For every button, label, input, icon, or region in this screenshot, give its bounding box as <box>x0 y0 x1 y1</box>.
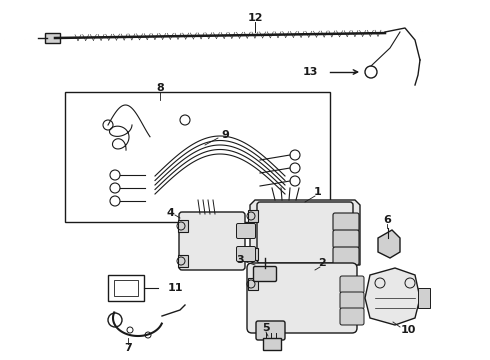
Text: 13: 13 <box>302 67 318 77</box>
Bar <box>108 275 144 301</box>
FancyBboxPatch shape <box>179 212 245 270</box>
Text: 11: 11 <box>168 283 183 293</box>
FancyBboxPatch shape <box>340 276 364 293</box>
Polygon shape <box>178 220 188 232</box>
FancyBboxPatch shape <box>333 230 359 248</box>
Text: 3: 3 <box>236 255 244 265</box>
FancyBboxPatch shape <box>340 308 364 325</box>
Polygon shape <box>365 268 420 325</box>
Polygon shape <box>250 200 360 265</box>
FancyBboxPatch shape <box>257 202 353 263</box>
FancyBboxPatch shape <box>333 213 359 231</box>
Text: 8: 8 <box>156 83 164 93</box>
Text: 7: 7 <box>124 343 132 353</box>
FancyBboxPatch shape <box>256 321 285 340</box>
Bar <box>45 33 60 43</box>
Bar <box>418 288 430 308</box>
FancyBboxPatch shape <box>237 247 255 261</box>
Bar <box>263 338 281 350</box>
Text: 9: 9 <box>221 130 229 140</box>
FancyBboxPatch shape <box>237 224 255 239</box>
Text: 4: 4 <box>166 208 174 218</box>
Text: 12: 12 <box>247 13 263 23</box>
Polygon shape <box>178 255 188 267</box>
Polygon shape <box>248 278 258 290</box>
Text: 5: 5 <box>262 323 270 333</box>
Text: 2: 2 <box>318 258 326 268</box>
Bar <box>65 92 330 222</box>
FancyBboxPatch shape <box>333 247 359 265</box>
FancyBboxPatch shape <box>247 263 357 333</box>
Polygon shape <box>248 248 258 260</box>
Text: 10: 10 <box>400 325 416 335</box>
FancyBboxPatch shape <box>253 266 276 282</box>
Bar <box>114 280 138 296</box>
Polygon shape <box>378 230 400 258</box>
FancyBboxPatch shape <box>340 292 364 309</box>
Text: 6: 6 <box>383 215 391 225</box>
Text: 1: 1 <box>314 187 322 197</box>
Polygon shape <box>248 210 258 222</box>
